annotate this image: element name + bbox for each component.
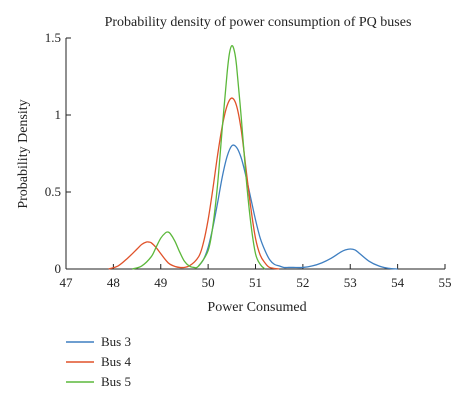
plot-area: 0 0.5 1 1.5 47 48 49 50 51 52 53 54 55	[45, 30, 452, 290]
x-axis-ticks: 47 48 49 50 51 52 53 54 55	[60, 264, 452, 290]
series-line-bus-5	[132, 44, 266, 270]
y-axis-title: Probability Density	[16, 99, 31, 208]
series-line-bus-3	[198, 144, 398, 270]
y-axis-ticks: 0 0.5 1 1.5	[45, 30, 71, 276]
y-tick-label: 0.5	[45, 184, 61, 199]
x-tick-label: 55	[439, 275, 452, 290]
legend-label: Bus 4	[101, 354, 131, 369]
series-line-bus-4	[108, 97, 280, 270]
x-tick-label: 49	[154, 275, 167, 290]
legend: Bus 3 Bus 4 Bus 5	[66, 334, 131, 389]
x-tick-label: 54	[391, 275, 405, 290]
legend-label: Bus 5	[101, 374, 131, 389]
y-tick-label: 1.5	[45, 30, 61, 45]
x-axis-title: Power Consumed	[207, 300, 306, 315]
chart-title: Probability density of power consumption…	[105, 15, 412, 30]
x-tick-label: 53	[344, 275, 357, 290]
x-tick-label: 48	[107, 275, 120, 290]
y-tick-label: 1	[55, 107, 62, 122]
x-tick-label: 47	[60, 275, 74, 290]
x-tick-label: 51	[249, 275, 262, 290]
series-lines	[108, 44, 398, 270]
y-tick-label: 0	[55, 261, 62, 276]
x-tick-label: 52	[296, 275, 309, 290]
x-tick-label: 50	[202, 275, 215, 290]
legend-label: Bus 3	[101, 334, 131, 349]
